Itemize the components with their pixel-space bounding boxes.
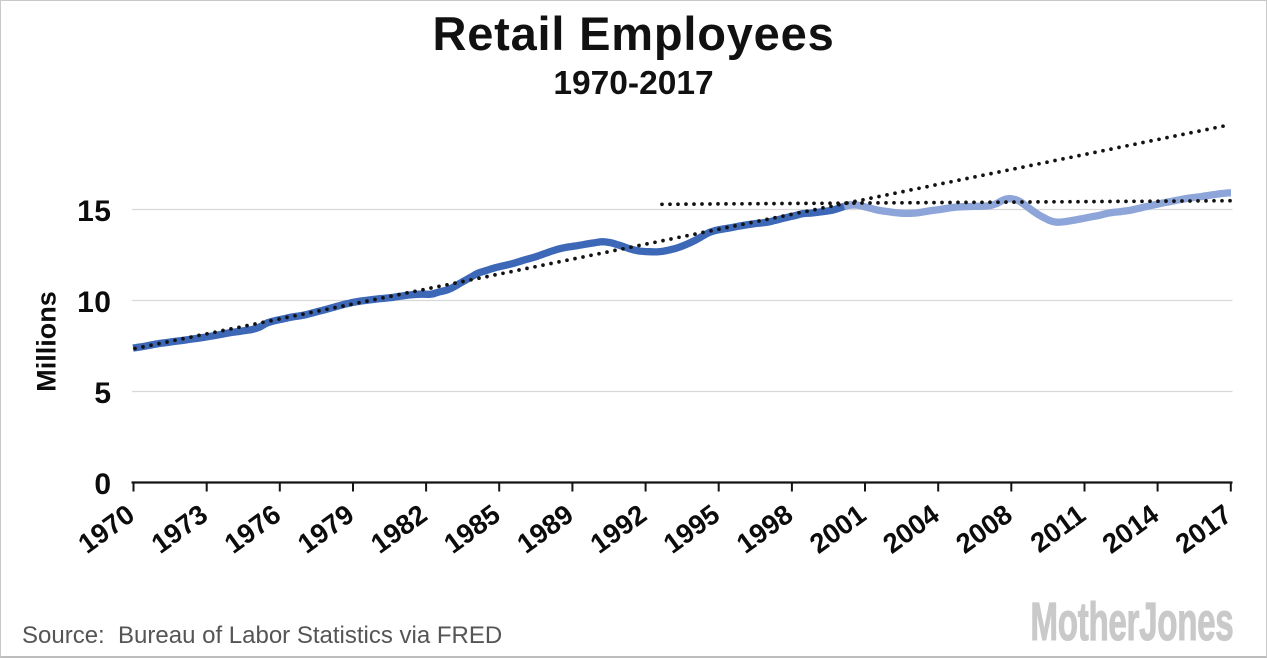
svg-text:5: 5	[94, 377, 111, 410]
svg-text:1989: 1989	[511, 498, 579, 559]
svg-text:1970: 1970	[72, 498, 140, 559]
svg-text:15: 15	[77, 195, 111, 228]
svg-text:1982: 1982	[365, 498, 433, 559]
svg-text:2004: 2004	[877, 498, 945, 559]
svg-text:1976: 1976	[219, 498, 287, 559]
svg-text:2001: 2001	[804, 498, 872, 559]
svg-text:2011: 2011	[1025, 498, 1091, 558]
svg-text:0: 0	[94, 468, 111, 501]
svg-text:1979: 1979	[292, 498, 360, 559]
svg-text:1973: 1973	[146, 498, 214, 559]
svg-text:2014: 2014	[1096, 498, 1164, 559]
svg-text:10: 10	[77, 286, 111, 319]
svg-text:1998: 1998	[731, 498, 799, 559]
svg-text:1985: 1985	[438, 498, 506, 559]
svg-text:1992: 1992	[584, 498, 652, 559]
svg-text:1995: 1995	[658, 498, 726, 559]
svg-text:2008: 2008	[950, 498, 1018, 559]
svg-text:Millions: Millions	[32, 291, 62, 392]
svg-text:2017: 2017	[1170, 498, 1238, 559]
